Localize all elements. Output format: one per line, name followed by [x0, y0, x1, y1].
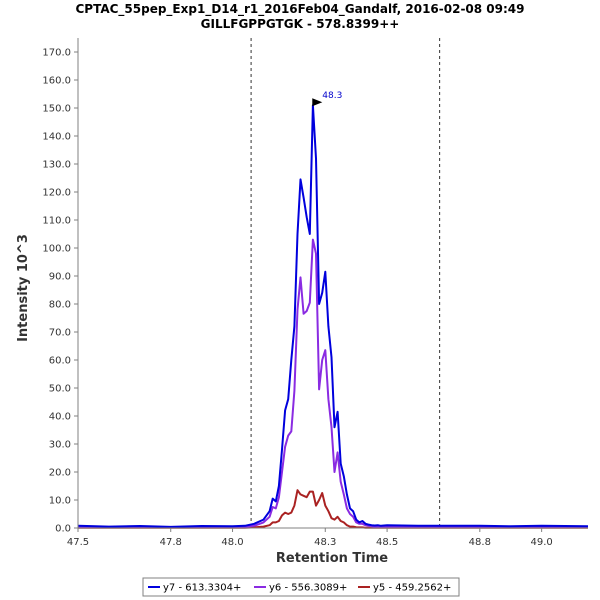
x-tick-label: 49.0 — [531, 537, 553, 548]
y-tick-label: 150.0 — [42, 104, 71, 115]
x-tick-label: 47.8 — [160, 537, 182, 548]
y-axis-label: Intensity 10^3 — [16, 234, 31, 342]
y-tick-label: 20.0 — [49, 468, 71, 479]
y-tick-label: 90.0 — [49, 272, 71, 283]
legend-box — [142, 577, 460, 597]
x-tick-label: 48.0 — [221, 537, 243, 548]
legend-label-1: y7 - 613.3304+ — [163, 583, 241, 594]
x-axis-label: Retention Time — [276, 551, 388, 566]
x-tick-label: 48.5 — [376, 537, 398, 548]
legend: y7 - 613.3304+ y6 - 556.3089+ y5 - 459.256… — [142, 577, 460, 597]
boundary-lines — [250, 38, 441, 528]
legend-label-2: y6 - 556.3089+ — [269, 583, 347, 594]
y-tick-label: 30.0 — [49, 440, 71, 451]
y-tick-label: 100.0 — [42, 244, 71, 255]
y-tick-label: 60.0 — [49, 356, 71, 367]
y-axis-ticks: 0.0 10.0 20.0 30.0 40.0 50.0 60.0 70.0 80.0 90.0 1… — [42, 48, 78, 535]
peak-marker — [312, 98, 323, 107]
y-tick-label: 70.0 — [49, 328, 71, 339]
x-axis-ticks: 47.5 47.8 48.0 48.3 48.5 48.8 49.0 — [67, 528, 553, 548]
x-tick-label: 47.5 — [67, 537, 89, 548]
y-tick-label: 50.0 — [49, 384, 71, 395]
y-tick-label: 0.0 — [55, 524, 71, 535]
y-tick-label: 170.0 — [42, 48, 71, 59]
chart-subtitle: GILLFGPPGTGK - 578.8399++ — [201, 17, 400, 31]
y-tick-label: 80.0 — [49, 300, 71, 311]
y-tick-label: 40.0 — [49, 412, 71, 423]
y-tick-label: 10.0 — [49, 496, 71, 507]
y-tick-label: 130.0 — [42, 160, 71, 171]
x-tick-label: 48.3 — [314, 537, 336, 548]
peak-label: 48.3 — [322, 91, 342, 101]
y-tick-label: 160.0 — [42, 76, 71, 87]
legend-items: y7 - 613.3304+ y6 - 556.3089+ y5 - 459.256… — [148, 583, 451, 594]
series-line-1 — [77, 104, 589, 528]
legend-label-3: y5 - 459.2562+ — [373, 583, 451, 594]
y-tick-label: 140.0 — [42, 132, 71, 143]
y-tick-label: 120.0 — [42, 188, 71, 199]
series-line-2 — [77, 238, 588, 529]
peak-annotation: 48.3 — [312, 91, 342, 107]
y-tick-label: 110.0 — [42, 216, 71, 227]
x-tick-label: 48.8 — [469, 537, 491, 548]
chart-title: CPTAC_55pep_Exp1_D14_r1_2016Feb04_Gandal… — [75, 2, 524, 17]
